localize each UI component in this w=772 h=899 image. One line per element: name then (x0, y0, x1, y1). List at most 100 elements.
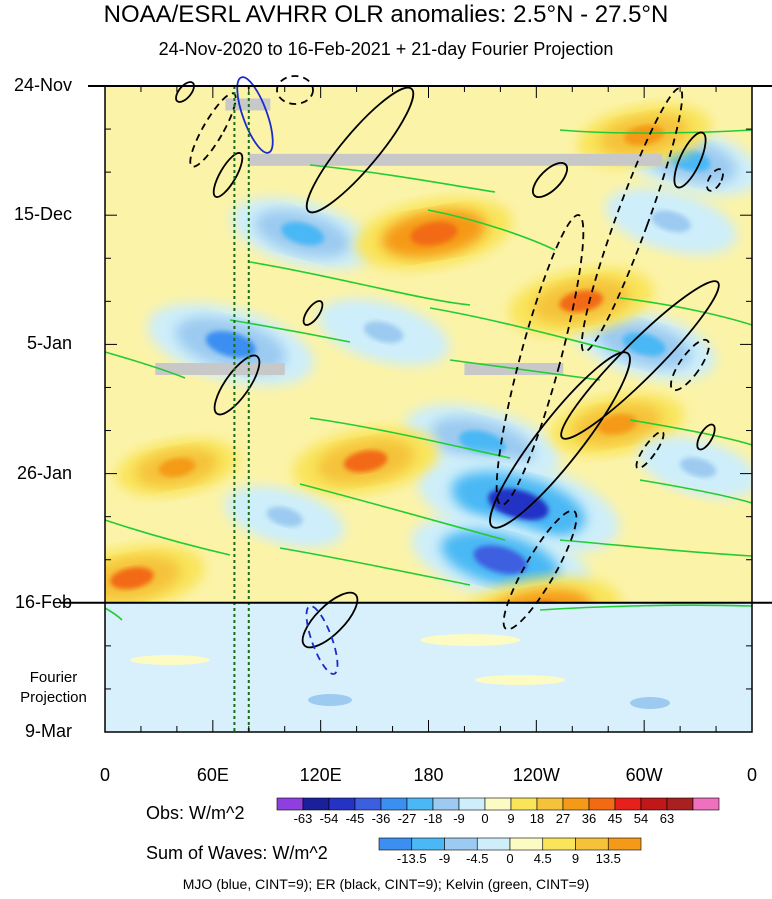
er-contour (276, 75, 314, 105)
kelvin-contour (629, 419, 753, 446)
x-tick-label: 0 (746, 765, 757, 785)
er-contour (302, 300, 324, 326)
obs-colorbar-swatch (276, 797, 304, 811)
er-dashed-contours (189, 75, 724, 631)
obs-colorbar-swatch (328, 797, 356, 811)
x-tick-label: 180 (413, 765, 444, 785)
olr-anomaly-core (266, 506, 303, 527)
obs-colorbar-tick: 0 (481, 811, 489, 826)
kelvin-contour (639, 479, 753, 504)
er-contours (175, 81, 720, 649)
er-contour (213, 354, 261, 416)
obs-colorbar-tick: -27 (397, 811, 417, 826)
chart-title: NOAA/ESRL AVHRR OLR anomalies: 2.5°N - 2… (103, 1, 669, 28)
waves-colorbar-swatch (575, 837, 609, 851)
olr-anomaly-core (597, 414, 638, 435)
obs-colorbar-swatch (562, 797, 590, 811)
kelvin-contour (559, 539, 753, 557)
obs-colorbar-tick: 18 (529, 811, 545, 826)
waves-colorbar-tick: 9 (571, 851, 580, 866)
kelvin-contour (619, 297, 753, 326)
mjo-contour (236, 76, 274, 154)
obs-colorbar-tick: -9 (453, 811, 465, 826)
kelvin-contours (104, 129, 753, 621)
waves-colorbar-swatch (509, 837, 544, 851)
kelvin-contour (429, 307, 621, 353)
waves-colorbar-tick: 13.5 (595, 851, 621, 866)
er-contour (305, 86, 415, 214)
obs-colorbar-tick: -54 (319, 811, 339, 826)
kelvin-contour (539, 604, 753, 611)
obs-colorbar-tick: -45 (345, 811, 365, 826)
waves-colorbar-swatch (542, 837, 576, 851)
kelvin-contour (299, 483, 506, 541)
y-tick-label: 15-Dec (13, 204, 72, 225)
y-tick-label: 9-Mar (24, 721, 72, 741)
olr-anomaly-core (559, 290, 604, 313)
x-tick-label: 120W (512, 765, 560, 785)
waves-colorbar-swatch (444, 837, 478, 851)
waves-colorbar-tick: -13.5 (396, 851, 427, 866)
obs-colorbar-swatch (380, 797, 408, 811)
waves-colorbar-swatch (476, 837, 511, 851)
er-contour (532, 162, 568, 198)
obs-colorbar-tick: 45 (607, 811, 623, 826)
obs-colorbar-tick: 9 (507, 811, 515, 826)
obs-colorbar-swatch (614, 797, 642, 811)
y-tick-label: 24-Nov (13, 75, 72, 95)
er-contour (502, 509, 578, 631)
obs-colorbar-swatch (588, 797, 616, 811)
olr-anomaly-core (622, 332, 666, 357)
obs-colorbar-swatch (666, 797, 694, 811)
olr-anomaly-core (488, 488, 549, 521)
obs-colorbar-swatch (484, 797, 512, 811)
kelvin-contour (104, 519, 231, 556)
projection-anomaly (130, 655, 210, 665)
waves-colorbar-label: Sum of Waves: W/m^2 (146, 843, 328, 863)
projection-anomaly (475, 675, 565, 685)
obs-colorbar-tick: 27 (555, 811, 571, 826)
kelvin-contour (229, 319, 351, 343)
er-contour (580, 87, 684, 353)
er-contour (696, 423, 716, 451)
obs-colorbar-swatch (354, 797, 382, 811)
kelvin-contour (104, 607, 123, 621)
waves-colorbar-swatch (411, 837, 445, 851)
olr-anomaly-core (473, 545, 528, 574)
olr-anomaly-core (343, 450, 388, 473)
er-contour (635, 430, 665, 470)
missing-data-bar (155, 363, 285, 376)
legend-footer: MJO (blue, CINT=9); ER (black, CINT=9); … (182, 876, 590, 892)
mjo-contour (305, 605, 339, 675)
mjo-contours (236, 76, 339, 675)
er-contour (670, 338, 710, 392)
olr-anomaly-core (158, 458, 196, 477)
x-tick-label: 60E (196, 765, 229, 785)
olr-anomaly-core (624, 124, 665, 146)
er-contour (301, 591, 359, 649)
obs-colorbar-tick: -36 (371, 811, 391, 826)
kelvin-contour (309, 417, 511, 459)
er-contour (560, 280, 720, 440)
kelvin-contour (279, 547, 471, 586)
obs-colorbar-tick: 54 (633, 811, 649, 826)
obs-colorbar-swatch (510, 797, 538, 811)
x-tick-label: 120E (299, 765, 342, 785)
y-tick-label: 5-Jan (26, 333, 72, 354)
projection-anomaly (420, 634, 520, 646)
obs-colorbar-tick: -18 (423, 811, 443, 826)
y-tick-label: 26-Jan (16, 462, 72, 483)
obs-colorbar-tick: 63 (659, 811, 675, 826)
projection-label: Fourier Projection (6, 668, 101, 708)
kelvin-contour (427, 209, 556, 251)
projection-anomaly (308, 694, 352, 706)
olr-anomaly-core (651, 210, 691, 233)
projection-anomaly (630, 697, 670, 709)
obs-colorbar-label: Obs: W/m^2 (146, 803, 245, 823)
projection-region (105, 604, 752, 732)
y-tick-label: 16-Feb (14, 591, 72, 612)
waves-colorbar-tick: 0 (506, 851, 514, 866)
kelvin-contour (309, 164, 496, 193)
waves-colorbar-swatch (607, 837, 642, 851)
